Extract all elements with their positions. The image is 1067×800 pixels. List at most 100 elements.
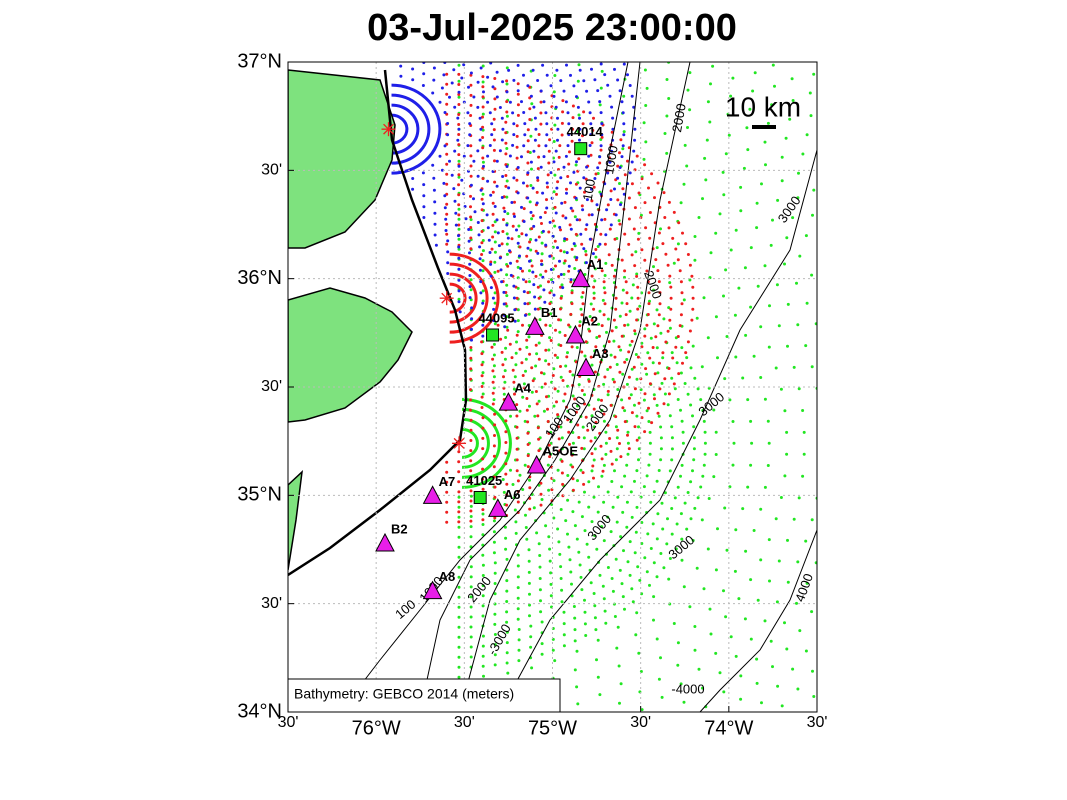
coverage-dot — [569, 312, 573, 316]
contour-label: 100 — [580, 178, 599, 202]
coverage-dot — [620, 334, 624, 338]
coverage-dot — [515, 333, 519, 337]
coverage-dot — [516, 103, 520, 107]
coverage-dot — [604, 430, 608, 434]
coverage-dot — [489, 260, 493, 264]
coverage-dot — [568, 150, 571, 154]
coverage-dot — [554, 105, 558, 109]
coverage-dot — [545, 133, 549, 137]
coverage-dot — [500, 242, 504, 246]
coverage-dot — [561, 214, 565, 218]
coverage-dot — [540, 222, 543, 225]
coverage-dot — [633, 403, 636, 407]
coverage-dot — [515, 403, 519, 407]
coverage-dot — [526, 84, 530, 88]
coverage-dot — [446, 250, 450, 254]
coverage-dot — [431, 91, 435, 95]
coverage-dot — [505, 610, 509, 614]
coverage-dot — [783, 409, 787, 413]
station — [422, 485, 443, 504]
coverage-dot — [602, 463, 606, 467]
coverage-dot — [470, 317, 474, 321]
coverage-dot — [481, 323, 485, 327]
coverage-dot — [559, 425, 563, 429]
coverage-dot — [609, 353, 613, 357]
coverage-dot — [470, 327, 473, 331]
coverage-dot — [469, 519, 473, 523]
coverage-dot — [615, 447, 619, 451]
coverage-dot — [457, 460, 461, 464]
coverage-dot — [469, 525, 473, 529]
coverage-dot — [502, 302, 506, 306]
coverage-dot — [523, 302, 527, 306]
coverage-dot — [582, 110, 586, 114]
coverage-dot — [457, 495, 461, 499]
coverage-dot — [456, 116, 460, 120]
coverage-dot — [595, 547, 599, 551]
coverage-dot — [615, 520, 619, 524]
coverage-dot — [457, 575, 461, 579]
coverage-dot — [493, 77, 497, 80]
coverage-dot — [583, 354, 587, 358]
coverage-dot — [491, 391, 495, 395]
coverage-dot — [670, 458, 674, 462]
coverage-dot — [733, 313, 737, 317]
coverage-dot — [469, 398, 472, 402]
coverage-dot — [491, 212, 495, 216]
coverage-dot — [657, 677, 661, 681]
coverage-dot — [607, 253, 611, 257]
coverage-dot — [547, 149, 551, 153]
coverage-dot — [578, 138, 581, 142]
coverage-dot — [592, 425, 596, 429]
coverage-dot — [536, 167, 540, 171]
coverage-dot — [502, 392, 506, 396]
coverage-dot — [596, 510, 600, 514]
coverage-dot — [606, 515, 610, 519]
coverage-dot — [457, 300, 461, 304]
coverage-dot — [691, 307, 695, 311]
coverage-dot — [589, 133, 593, 137]
x-tick-label: 30' — [278, 714, 299, 731]
coverage-dot — [481, 259, 485, 263]
coverage-dot — [457, 93, 461, 96]
coverage-dot — [469, 428, 473, 432]
coverage-dot — [446, 261, 450, 265]
coverage-dot — [457, 565, 461, 569]
coverage-dot — [568, 370, 572, 373]
coverage-dot — [602, 539, 606, 543]
coverage-dot — [654, 335, 658, 339]
coverage-dot — [438, 154, 442, 158]
coverage-dot — [755, 226, 759, 230]
coverage-dot — [648, 452, 652, 456]
coverage-dot — [759, 507, 763, 511]
coverage-dot — [686, 392, 690, 396]
coverage-dot — [547, 488, 551, 492]
coverage-dot — [680, 346, 684, 350]
coverage-dot — [445, 212, 449, 216]
coverage-dot — [573, 639, 577, 643]
coverage-dot — [492, 307, 496, 311]
coverage-dot — [549, 339, 553, 342]
coverage-dot — [470, 306, 474, 310]
coverage-dot — [580, 204, 584, 208]
coverage-dot — [445, 500, 449, 504]
coverage-dot — [516, 166, 520, 169]
coverage-dot — [548, 302, 552, 306]
coverage-dot — [457, 173, 461, 177]
coverage-dot — [680, 302, 684, 306]
coverage-dot — [621, 111, 625, 115]
contour-label: 1000 — [601, 144, 621, 175]
coverage-dot — [501, 127, 505, 131]
coverage-dot — [469, 439, 473, 442]
coverage-dot — [770, 103, 774, 107]
coverage-dot — [646, 351, 650, 355]
coverage-dot — [399, 64, 403, 68]
coverage-dot — [515, 178, 519, 182]
coverage-dot — [642, 485, 646, 489]
coverage-dot — [492, 353, 496, 357]
coverage-dot — [579, 232, 583, 236]
coverage-dot — [481, 95, 485, 99]
coverage-dot — [529, 635, 533, 639]
coverage-dot — [521, 395, 525, 399]
coverage-dot — [444, 229, 448, 232]
